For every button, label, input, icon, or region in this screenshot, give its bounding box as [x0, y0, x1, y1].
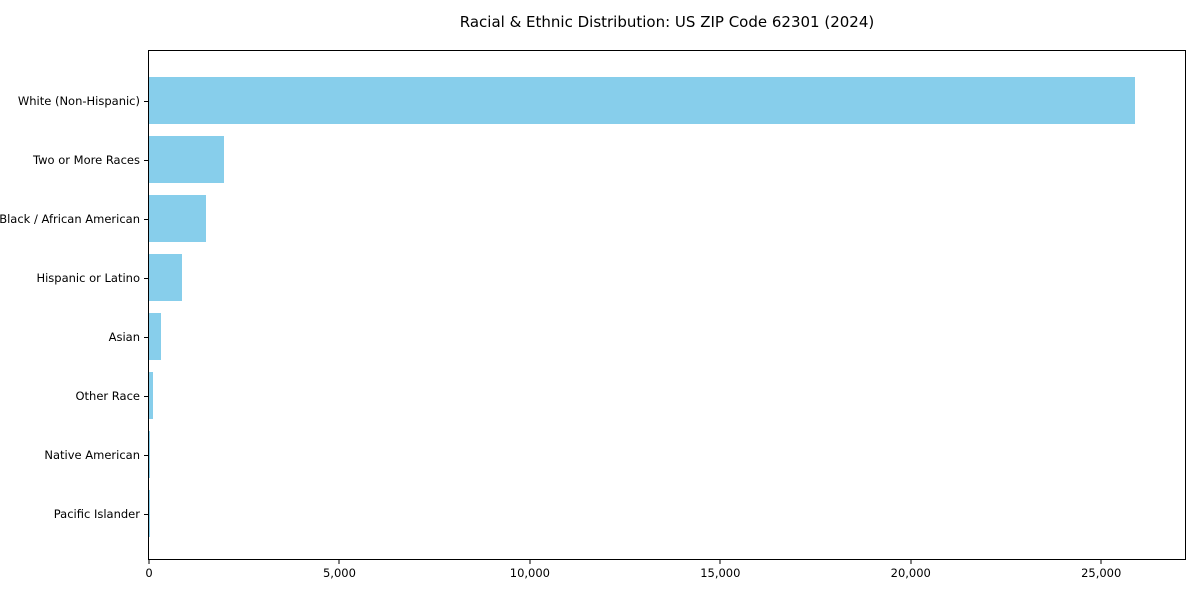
y-axis-label: Pacific Islander — [53, 506, 140, 521]
y-axis-tick — [144, 513, 148, 515]
value-bar — [149, 77, 1136, 124]
category-row: Native American — [44, 425, 1185, 484]
y-axis-label: Two or More Races — [33, 152, 140, 167]
x-axis-tick-label: 10,000 — [509, 566, 550, 580]
y-axis-label: White (Non-Hispanic) — [17, 93, 140, 108]
value-bar — [149, 254, 183, 301]
x-axis-tick — [1100, 560, 1102, 564]
value-bar — [149, 195, 207, 242]
y-axis-tick — [144, 218, 148, 220]
y-axis-label: Native American — [44, 447, 140, 462]
x-axis-tick — [338, 560, 340, 564]
y-axis-tick — [144, 454, 148, 456]
y-axis-label: Asian — [108, 329, 140, 344]
y-axis-tick — [144, 159, 148, 161]
value-bar — [149, 372, 153, 419]
value-bar — [149, 313, 162, 360]
y-axis-tick — [144, 100, 148, 102]
x-axis-tick — [719, 560, 721, 564]
value-bar — [149, 136, 224, 183]
y-axis-label: Hispanic or Latino — [36, 270, 140, 285]
x-axis-tick — [529, 560, 531, 564]
category-row: Asian — [109, 307, 1185, 366]
x-axis-tick — [910, 560, 912, 564]
category-row: Two or More Races — [33, 130, 1185, 189]
y-axis-tick — [144, 277, 148, 279]
category-row: Pacific Islander — [54, 484, 1185, 543]
category-row: Other Race — [76, 366, 1185, 425]
category-row: Hispanic or Latino — [36, 248, 1185, 307]
y-axis-tick — [144, 395, 148, 397]
chart-title: Racial & Ethnic Distribution: US ZIP Cod… — [459, 13, 875, 31]
x-axis-tick-label: 20,000 — [890, 566, 931, 580]
value-bar — [149, 431, 150, 478]
category-row: Black / African American — [0, 189, 1185, 248]
x-axis-tick-label: 5,000 — [322, 566, 356, 580]
x-axis-tick-label: 15,000 — [700, 566, 741, 580]
plot-area: White (Non-Hispanic) Two or More Races Bla… — [0, 50, 1186, 580]
y-axis-label: Other Race — [75, 388, 141, 403]
y-axis-label: Black / African American — [0, 211, 140, 226]
x-axis-tick-label: 0 — [145, 566, 153, 580]
y-axis-tick — [144, 336, 148, 338]
x-axis-tick — [148, 560, 150, 564]
category-row: White (Non-Hispanic) — [18, 71, 1185, 130]
x-axis-tick-label: 25,000 — [1081, 566, 1122, 580]
